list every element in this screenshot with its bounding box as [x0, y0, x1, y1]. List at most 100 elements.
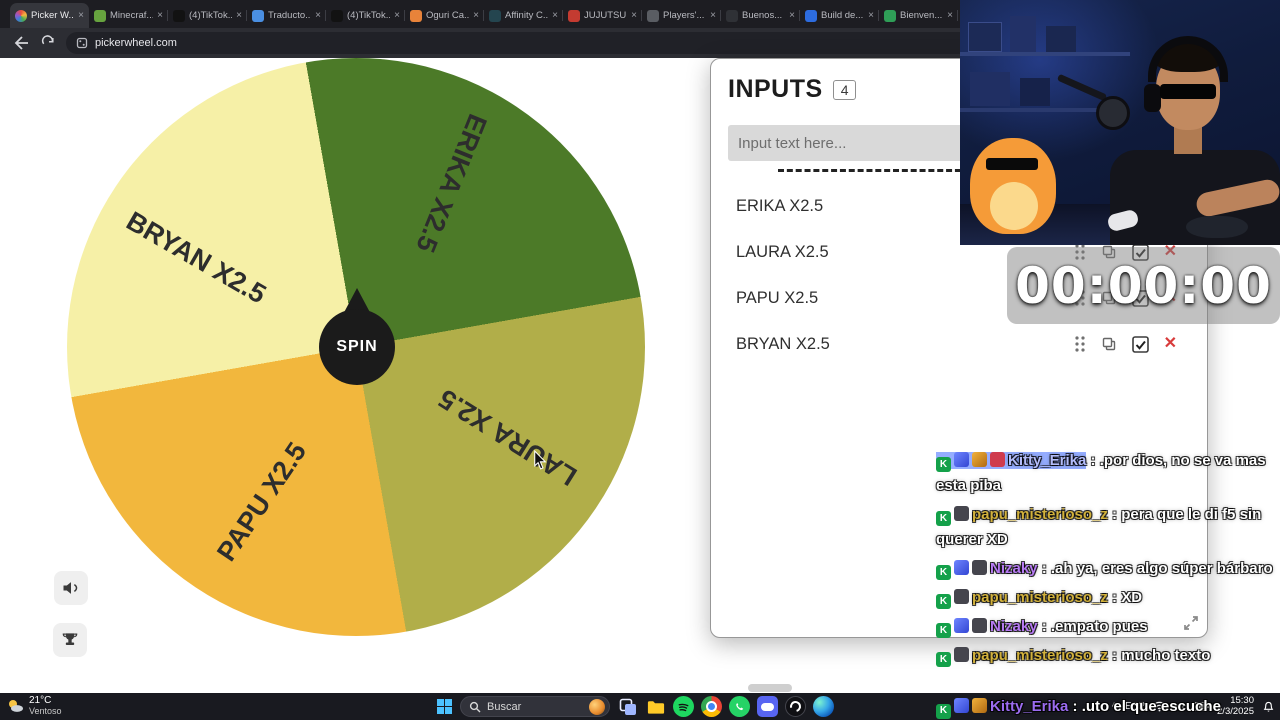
chat-username: Kitty_Erika	[990, 698, 1069, 715]
chat-badge-skull-icon	[954, 506, 969, 521]
weather-widget[interactable]: 21°C Ventoso	[6, 695, 62, 716]
tab-close-icon[interactable]: ×	[78, 10, 84, 21]
reload-icon[interactable]	[40, 35, 56, 51]
tab-minecraft[interactable]: Minecraf... ×	[89, 3, 168, 28]
back-icon[interactable]	[12, 34, 30, 52]
tab-close-icon[interactable]: ×	[315, 10, 321, 21]
windows-taskbar: 21°C Ventoso Buscar ^ ESP	[0, 693, 1280, 720]
tray-expand-icon[interactable]: ^	[1111, 700, 1117, 713]
bienvenido-favicon-icon	[884, 9, 896, 22]
list-item: BRYAN X2.5 ✕	[711, 321, 1207, 367]
chat-badge-skull-icon	[972, 618, 987, 633]
tab-bienvenido[interactable]: Bienven... ×	[879, 3, 958, 28]
chat-badge-skull-icon	[972, 560, 987, 575]
chat-text: : .empato pues	[1037, 618, 1148, 635]
tab-close-icon[interactable]: ×	[552, 10, 558, 21]
search-highlight-icon	[589, 698, 605, 715]
chat-overlay: K Kitty_Erika : .por dios, no se va mas e…	[936, 448, 1276, 672]
mute-sound-button[interactable]	[54, 571, 88, 605]
chrome-button[interactable]	[701, 696, 722, 717]
tab-close-icon[interactable]: ×	[236, 10, 242, 21]
system-tray: ^ ESP 15:30 2/3/2025	[1112, 693, 1275, 720]
minecraft-favicon-icon	[94, 9, 106, 22]
site-info-icon[interactable]	[76, 37, 88, 49]
stream-timer-overlay: 00:00:00	[1007, 247, 1280, 324]
tab-jujutsu[interactable]: JUJUTSU... ×	[563, 3, 642, 28]
clock-date: 2/3/2025	[1217, 705, 1254, 717]
taskbar-center-icons: Buscar	[437, 693, 834, 720]
tiktok-favicon-icon	[173, 9, 185, 22]
tab-title: (4)TikTok...	[189, 10, 233, 21]
duplicate-icon[interactable]	[1101, 336, 1117, 352]
delete-item-icon[interactable]: ✕	[1163, 335, 1177, 352]
task-view-button[interactable]	[617, 696, 638, 717]
speaker-icon	[63, 582, 78, 594]
tab-tiktok-1[interactable]: (4)TikTok... ×	[168, 3, 247, 28]
duplicate-icon[interactable]	[1101, 290, 1117, 306]
spotify-button[interactable]	[673, 696, 694, 717]
tab-tiktok-2[interactable]: (4)TikTok... ×	[326, 3, 405, 28]
tab-picker-wheel[interactable]: Picker W... ×	[10, 3, 89, 28]
volume-icon[interactable]	[1174, 701, 1186, 712]
webcam-overlay	[960, 0, 1280, 245]
tab-close-icon[interactable]: ×	[473, 10, 479, 21]
battery-icon[interactable]	[1194, 702, 1209, 711]
taskbar-clock[interactable]: 15:30 2/3/2025	[1217, 695, 1254, 717]
tab-title: Players'...	[663, 10, 705, 21]
item-label: ERIKA X2.5	[736, 196, 824, 215]
chat-badge-k-icon: K	[936, 594, 951, 609]
delete-item-icon[interactable]: ✕	[1163, 289, 1177, 306]
drag-handle-icon[interactable]	[1074, 243, 1086, 261]
tab-affinity[interactable]: Affinity C... ×	[484, 3, 563, 28]
start-button[interactable]	[437, 698, 453, 715]
item-label: BRYAN X2.5	[736, 334, 830, 353]
expand-panel-icon[interactable]	[1181, 613, 1201, 633]
tab-close-icon[interactable]: ×	[631, 10, 637, 21]
clock-time: 15:30	[1230, 695, 1254, 706]
wifi-icon[interactable]	[1153, 701, 1166, 712]
oguri-favicon-icon	[410, 9, 422, 22]
taskbar-search[interactable]: Buscar	[460, 696, 610, 717]
tab-close-icon[interactable]: ×	[710, 10, 716, 21]
chat-badge-sub-icon	[954, 560, 969, 575]
chat-text: : mucho texto	[1107, 647, 1211, 664]
list-item: PAPU X2.5 ✕	[711, 275, 1207, 321]
notifications-icon[interactable]	[1262, 700, 1275, 713]
tab-close-icon[interactable]: ×	[947, 10, 953, 21]
tab-close-icon[interactable]: ×	[789, 10, 795, 21]
chat-text: : XD	[1107, 589, 1143, 606]
drag-handle-icon[interactable]	[1074, 335, 1086, 353]
drag-handle-icon[interactable]	[1074, 289, 1086, 307]
delete-item-icon[interactable]: ✕	[1163, 243, 1177, 260]
search-icon	[469, 701, 481, 712]
discord-button[interactable]	[757, 696, 778, 717]
tab-close-icon[interactable]: ×	[394, 10, 400, 21]
checkbox-checked-icon[interactable]	[1131, 289, 1149, 307]
tab-buenos[interactable]: Buenos... ×	[721, 3, 800, 28]
tab-traductor[interactable]: Traducto... ×	[247, 3, 326, 28]
chat-text: : .por dios, no se va mas esta piba	[936, 452, 1266, 494]
file-explorer-button[interactable]	[645, 696, 666, 717]
tab-players[interactable]: Players'... ×	[642, 3, 721, 28]
edge-button[interactable]	[813, 696, 834, 717]
language-indicator[interactable]: ESP	[1125, 701, 1146, 712]
tab-close-icon[interactable]: ×	[157, 10, 163, 21]
weather-temp: 21°C	[29, 695, 52, 706]
checkbox-checked-icon[interactable]	[1131, 335, 1149, 353]
tab-title: Oguri Ca...	[426, 10, 470, 21]
chat-badge-vip-icon	[990, 452, 1005, 467]
duplicate-icon[interactable]	[1101, 244, 1117, 260]
jujutsu-favicon-icon	[568, 9, 580, 22]
tab-close-icon[interactable]: ×	[868, 10, 874, 21]
tab-title: Picker W...	[31, 10, 75, 21]
whatsapp-button[interactable]	[729, 696, 750, 717]
results-trophy-button[interactable]	[53, 623, 87, 657]
tab-build[interactable]: Build de... ×	[800, 3, 879, 28]
chat-username: Kitty_Erika	[1008, 452, 1087, 469]
buenos-favicon-icon	[726, 9, 738, 22]
obs-button[interactable]	[785, 696, 806, 717]
tab-oguri[interactable]: Oguri Ca... ×	[405, 3, 484, 28]
chat-username: papu_misterioso_z	[972, 589, 1108, 606]
